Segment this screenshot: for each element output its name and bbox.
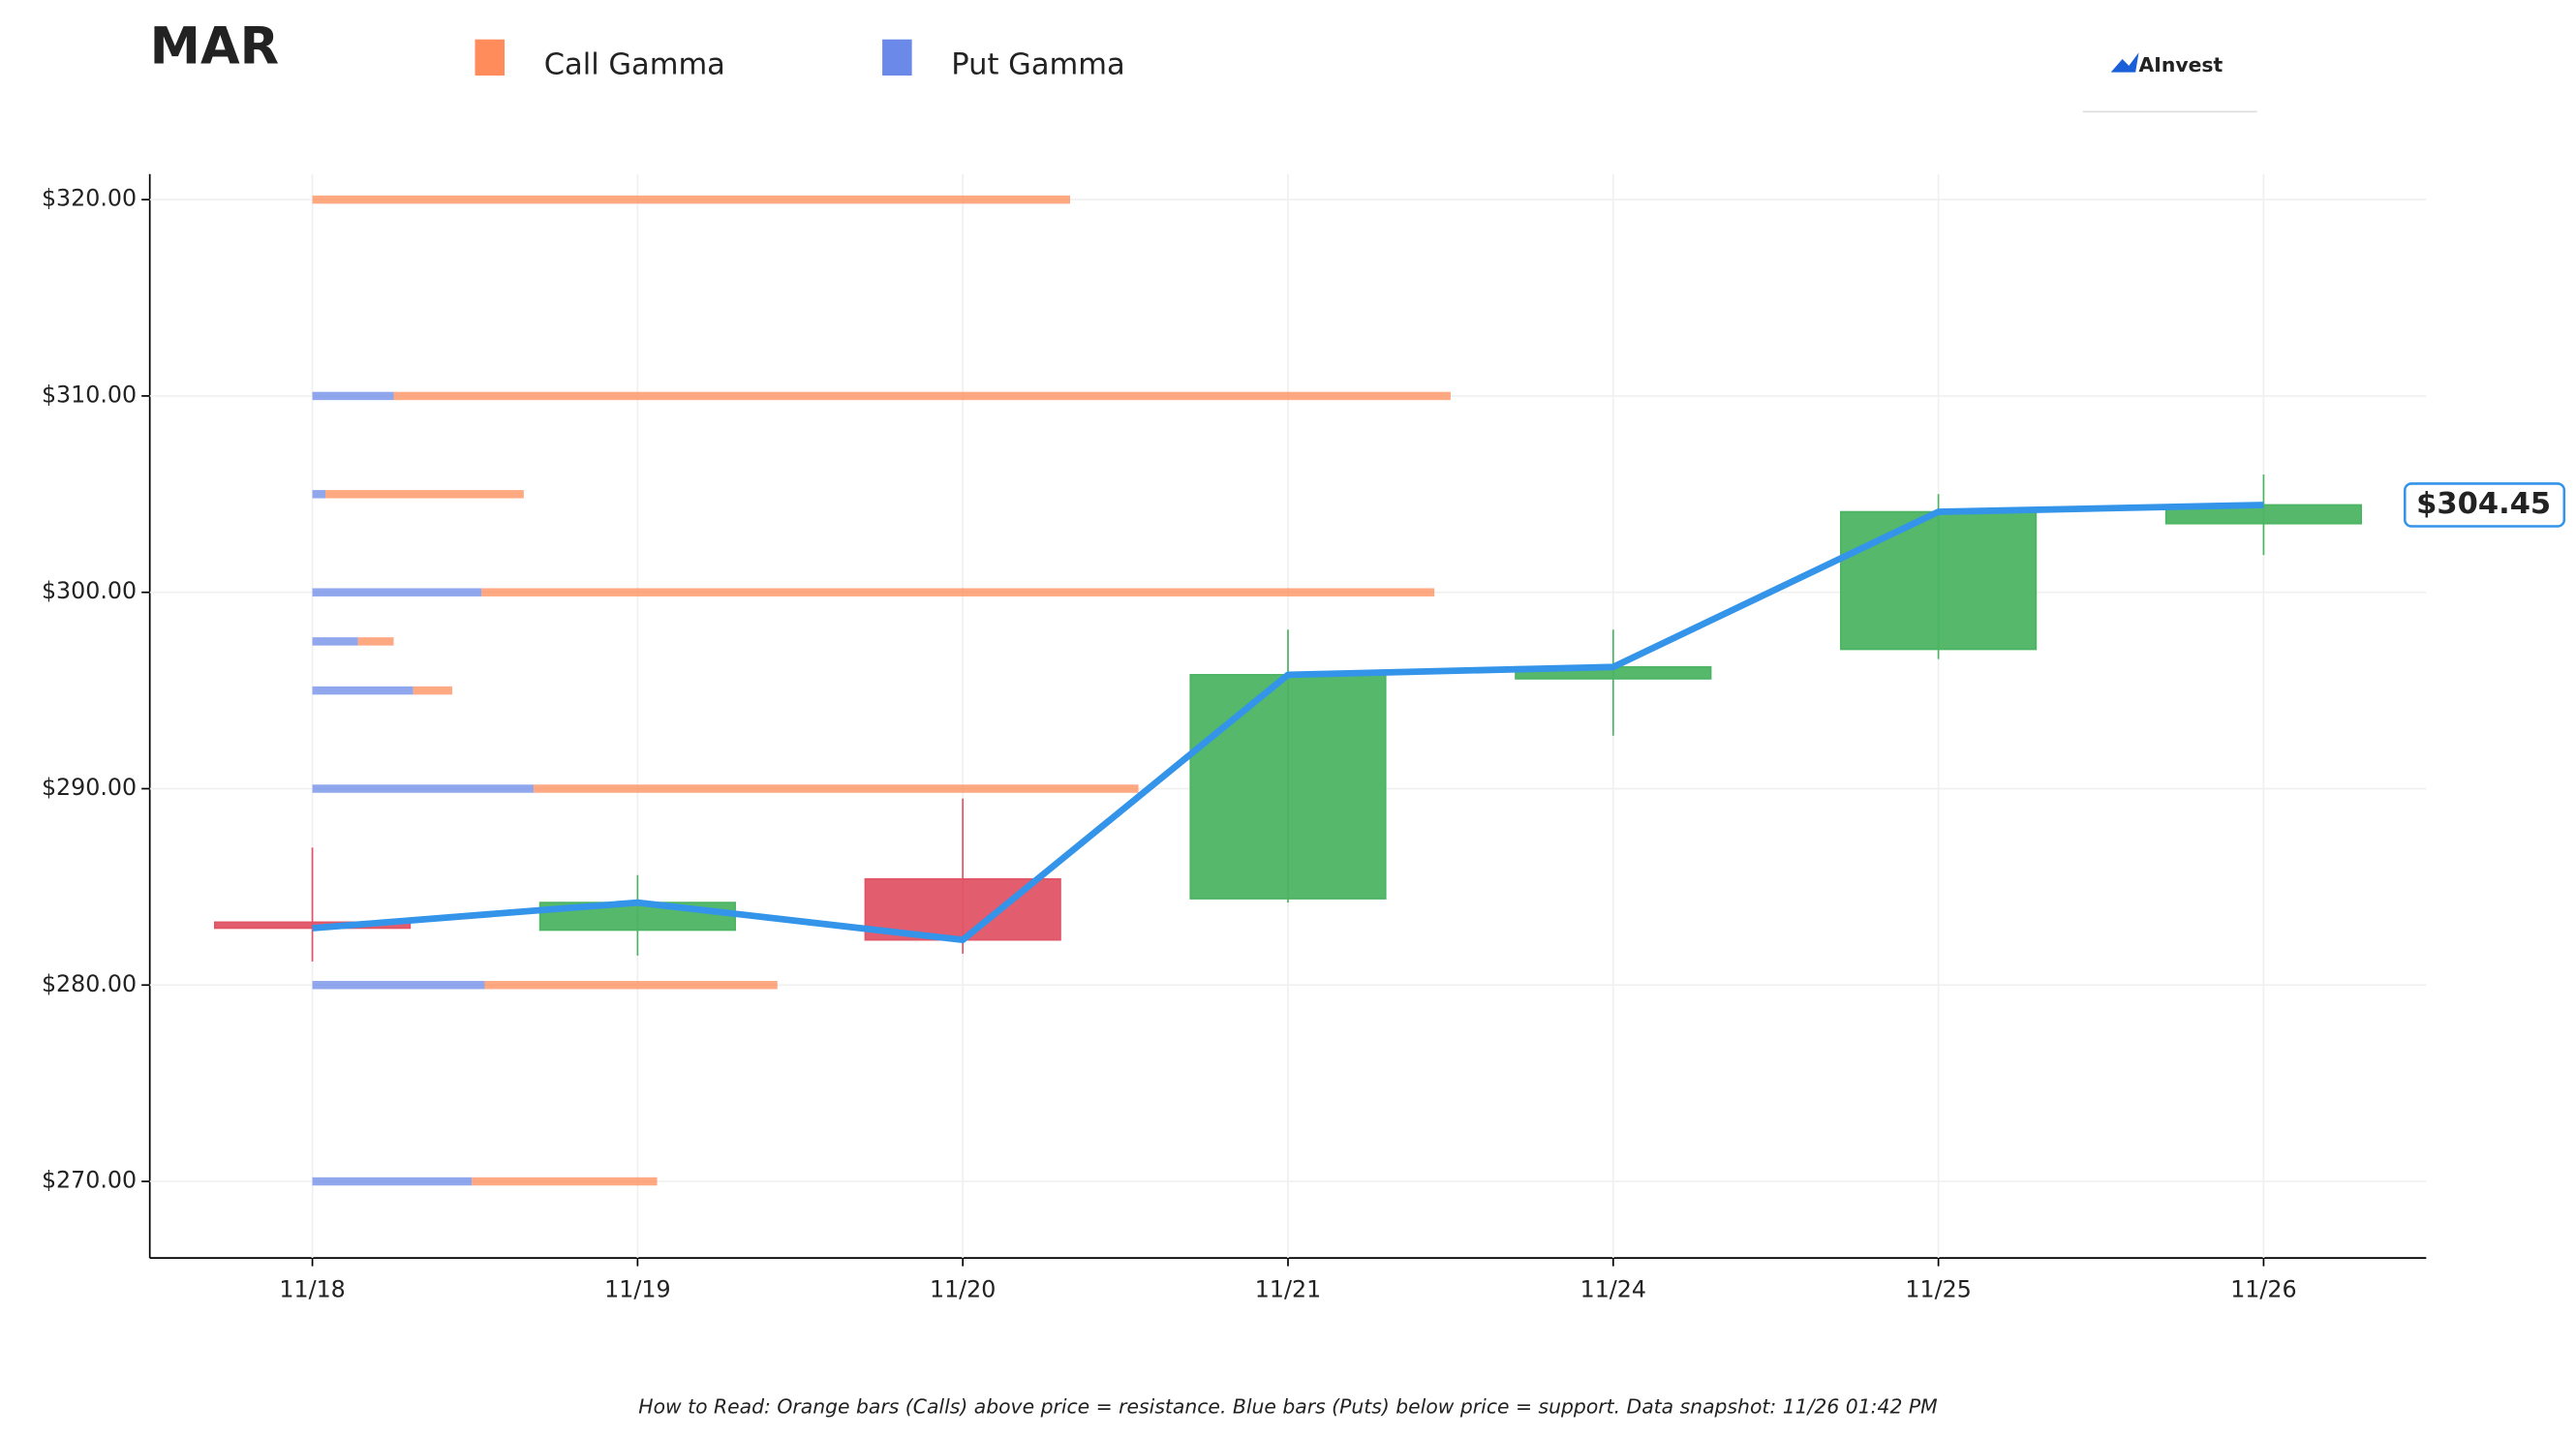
put-gamma-bar [312, 391, 394, 401]
y-tick-label: $290.00 [42, 774, 137, 801]
call-gamma-bar [413, 686, 452, 695]
logo-icon [2110, 52, 2139, 73]
put-gamma-bar [312, 784, 534, 793]
put-gamma-bar [312, 981, 485, 990]
legend-swatch [882, 39, 912, 76]
put-gamma-bar [312, 490, 326, 499]
call-gamma-bar [325, 490, 524, 499]
logo-text: AInvest [2139, 53, 2223, 76]
last-price-box [2404, 482, 2566, 528]
x-tick-label: 11/24 [1580, 1276, 1646, 1303]
logo: AInvest [2082, 52, 2257, 113]
put-gamma-bar [312, 588, 482, 596]
legend-swatch [475, 39, 506, 76]
footnote: How to Read: Orange bars (Calls) above p… [638, 1394, 1937, 1418]
x-tick-label: 11/21 [1255, 1276, 1321, 1303]
put-gamma-bar [312, 686, 414, 695]
put-gamma-bar [312, 1177, 473, 1186]
chart-title: MAR [150, 17, 279, 76]
y-tick-label: $300.00 [42, 577, 137, 604]
candle-body [1189, 674, 1387, 900]
call-gamma-bar [481, 588, 1435, 596]
call-gamma-bar [484, 981, 778, 990]
call-gamma-bar [357, 637, 394, 646]
call-gamma-bar [393, 391, 1451, 401]
x-tick-label: 11/26 [2230, 1276, 2296, 1303]
candle-body [1840, 510, 2038, 651]
y-tick-label: $280.00 [42, 970, 137, 997]
y-tick-label: $320.00 [42, 185, 137, 212]
call-gamma-bar [312, 195, 1071, 204]
y-tick-label: $310.00 [42, 381, 137, 408]
x-tick-label: 11/25 [1905, 1276, 1971, 1303]
legend-label: Put Gamma [951, 47, 1124, 81]
put-gamma-bar [312, 637, 358, 646]
x-tick-label: 11/20 [930, 1276, 996, 1303]
call-gamma-bar [533, 784, 1139, 793]
y-tick-label: $270.00 [42, 1167, 137, 1194]
last-price-label: $304.45 [2416, 487, 2551, 521]
x-tick-label: 11/18 [279, 1276, 345, 1303]
legend-label: Call Gamma [544, 47, 725, 81]
call-gamma-bar [472, 1177, 658, 1186]
x-tick-label: 11/19 [604, 1276, 670, 1303]
close-line [312, 502, 2264, 944]
